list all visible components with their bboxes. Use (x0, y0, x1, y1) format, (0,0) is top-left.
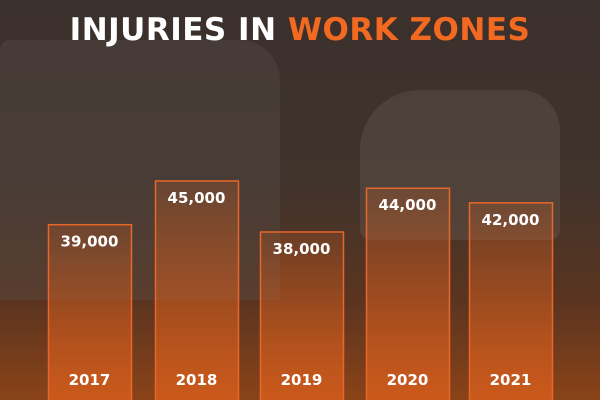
data-label: 45,000 (168, 189, 226, 207)
category-label: 2018 (176, 371, 218, 389)
page-title: INJURIES IN WORK ZONES (0, 12, 600, 48)
title-part-2-highlight: WORK ZONES (287, 12, 531, 48)
data-label: 39,000 (61, 233, 119, 251)
title-part-1: INJURIES IN (69, 12, 288, 48)
category-label: 2017 (69, 371, 111, 389)
category-label: 2019 (281, 371, 323, 389)
bar-2018 (154, 180, 240, 400)
data-label: 44,000 (379, 196, 437, 214)
category-label: 2020 (387, 371, 429, 389)
bar-2017 (47, 223, 133, 400)
bar-2021 (468, 202, 554, 400)
data-label: 38,000 (273, 240, 331, 258)
category-label: 2021 (490, 371, 532, 389)
bar-2020 (365, 187, 451, 400)
bar-2019 (259, 231, 345, 400)
data-label: 42,000 (482, 211, 540, 229)
